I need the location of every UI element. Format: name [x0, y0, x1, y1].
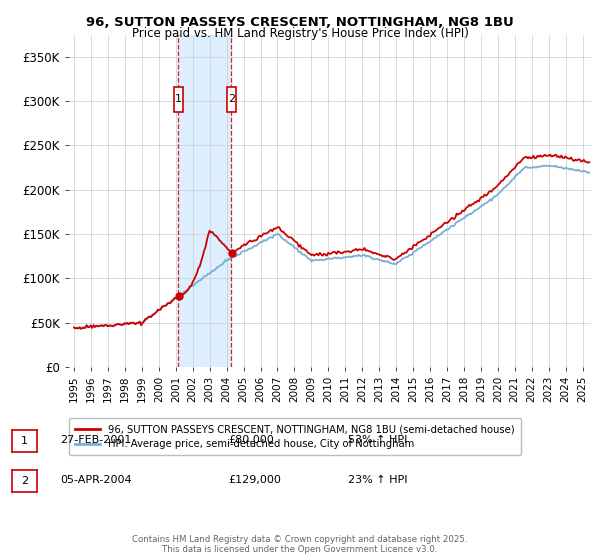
- Text: £129,000: £129,000: [228, 475, 281, 485]
- Text: 96, SUTTON PASSEYS CRESCENT, NOTTINGHAM, NG8 1BU: 96, SUTTON PASSEYS CRESCENT, NOTTINGHAM,…: [86, 16, 514, 29]
- FancyBboxPatch shape: [227, 87, 236, 112]
- Legend: 96, SUTTON PASSEYS CRESCENT, NOTTINGHAM, NG8 1BU (semi-detached house), HPI: Ave: 96, SUTTON PASSEYS CRESCENT, NOTTINGHAM,…: [69, 418, 521, 455]
- FancyBboxPatch shape: [174, 87, 183, 112]
- Text: 1: 1: [175, 95, 182, 104]
- Text: Contains HM Land Registry data © Crown copyright and database right 2025.
This d: Contains HM Land Registry data © Crown c…: [132, 535, 468, 554]
- Text: 2: 2: [227, 95, 235, 104]
- Text: 53% ↑ HPI: 53% ↑ HPI: [348, 435, 407, 445]
- Text: 23% ↑ HPI: 23% ↑ HPI: [348, 475, 407, 485]
- Text: 2: 2: [21, 476, 28, 486]
- Text: £80,000: £80,000: [228, 435, 274, 445]
- Text: 1: 1: [21, 436, 28, 446]
- Text: 27-FEB-2001: 27-FEB-2001: [60, 435, 131, 445]
- Text: Price paid vs. HM Land Registry's House Price Index (HPI): Price paid vs. HM Land Registry's House …: [131, 27, 469, 40]
- Text: 05-APR-2004: 05-APR-2004: [60, 475, 131, 485]
- Bar: [178, 35, 231, 367]
